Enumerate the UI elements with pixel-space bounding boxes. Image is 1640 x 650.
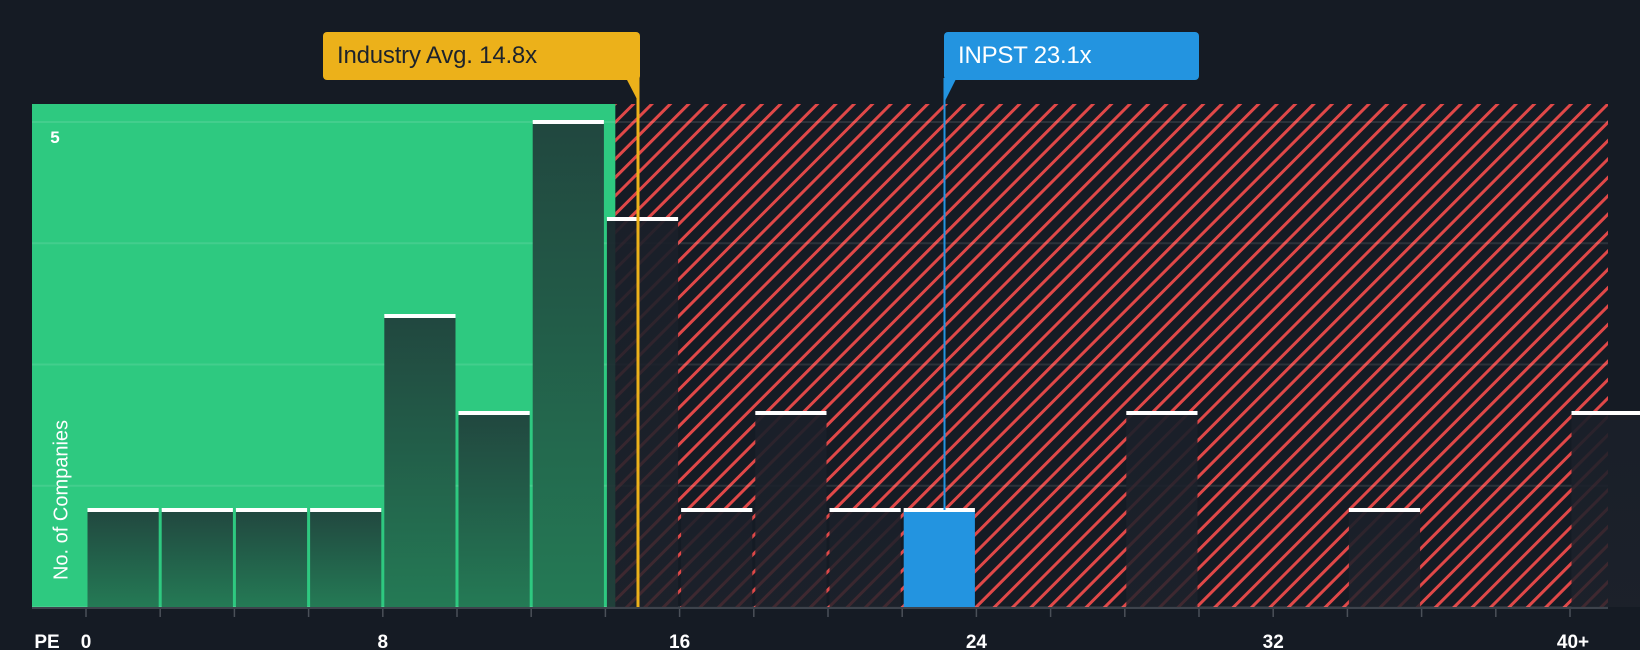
histogram-bar (87, 510, 159, 607)
bar-cap (1571, 411, 1640, 415)
histogram-bar (532, 122, 604, 607)
histogram-bar (1126, 413, 1198, 607)
bar-cap (235, 508, 308, 512)
industry-average-callout: Industry Avg. 14.8x (323, 32, 640, 80)
bar-cap (829, 508, 901, 512)
histogram-bar (310, 510, 382, 607)
company-bar (903, 510, 975, 607)
histogram-bar (235, 510, 308, 607)
histogram-bar (458, 413, 530, 607)
bar-cap (606, 217, 679, 221)
bar-cap (681, 508, 753, 512)
industry-average-label: Industry Avg. 14.8x (337, 42, 537, 69)
histogram-bar (384, 316, 456, 607)
bar-cap (532, 120, 604, 124)
histogram-bar (681, 510, 753, 607)
x-tick-label: 0 (81, 632, 92, 650)
x-axis-label: PE (34, 632, 59, 650)
x-tick-label: 8 (378, 632, 389, 650)
company-callout-pointer (943, 78, 957, 104)
histogram-bars (87, 120, 1640, 607)
histogram-bar (755, 413, 827, 607)
bar-cap (310, 508, 382, 512)
histogram-bar (829, 510, 901, 607)
histogram-bar (161, 510, 233, 607)
bar-cap (161, 508, 233, 512)
bar-cap (1348, 508, 1421, 512)
x-axis: 0 8 16 24 32 40+ (32, 607, 1608, 650)
histogram-bar (1571, 413, 1640, 607)
bar-cap (458, 411, 530, 415)
histogram-bar (606, 219, 679, 607)
industry-callout-pointer (626, 78, 640, 104)
bar-cap (384, 314, 456, 318)
value-markers (626, 78, 957, 607)
histogram-bar (1348, 510, 1421, 607)
bar-cap (87, 508, 159, 512)
y-tick-5: 5 (50, 128, 59, 147)
y-axis-label: No. of Companies (50, 420, 72, 580)
bar-cap (903, 508, 975, 512)
bar-cap (1126, 411, 1198, 415)
company-pe-label: INPST 23.1x (958, 42, 1092, 69)
bar-cap (755, 411, 827, 415)
x-tick-label: 16 (669, 632, 690, 650)
company-pe-callout: INPST 23.1x (944, 32, 1199, 80)
x-tick-label: 24 (966, 632, 988, 650)
x-tick-label: 32 (1263, 632, 1284, 650)
x-tick-label: 40+ (1557, 632, 1589, 650)
